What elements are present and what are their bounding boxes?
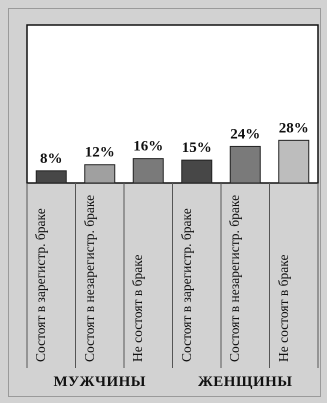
category-label: Не состоят в браке [130, 254, 145, 362]
group-label: ЖЕНЩИНЫ [197, 374, 293, 390]
category-label: Состоят в зарегистр. браке [178, 208, 194, 362]
category-label: Состоят в зарегистр. браке [33, 208, 48, 362]
value-label: 24% [230, 126, 260, 142]
value-label: 12% [85, 145, 115, 161]
bar [84, 164, 116, 184]
plot-area [26, 24, 319, 184]
bar [229, 145, 261, 184]
value-label: 28% [279, 120, 309, 136]
value-label: 16% [133, 139, 163, 155]
group-label: МУЖЧИНЫ [53, 374, 147, 390]
bar [278, 139, 310, 184]
bar [35, 170, 67, 184]
value-label: 8% [40, 151, 63, 167]
bar [132, 158, 164, 184]
bar [181, 159, 213, 184]
category-label: Состоят в незарегистр. браке [81, 194, 97, 362]
category-label: Не состоят в браке [275, 254, 291, 362]
category-label: Состоят в незарегистр. браке [227, 194, 242, 362]
value-label: 15% [182, 140, 212, 156]
